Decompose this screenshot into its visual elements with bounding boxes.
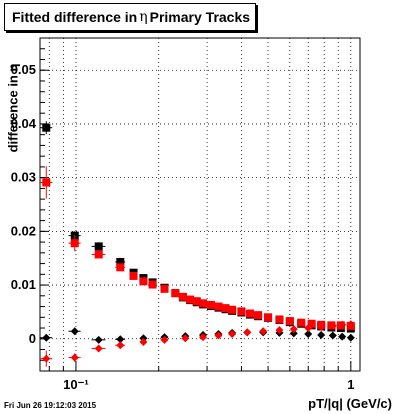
data-point-square — [94, 242, 103, 251]
data-point-diamond — [214, 331, 223, 340]
data-point-square — [214, 302, 223, 311]
title-eta-symbol: η — [139, 9, 148, 25]
data-point-diamond — [94, 335, 103, 344]
data-point-diamond — [70, 353, 79, 362]
data-point-diamond — [42, 333, 51, 342]
data-point-diamond — [116, 335, 125, 344]
data-point-diamond — [243, 328, 252, 337]
data-point-diamond — [346, 333, 355, 342]
data-point-diamond — [289, 325, 298, 334]
data-point-diamond — [139, 337, 148, 346]
data-point-square — [221, 304, 230, 313]
data-point-square — [297, 318, 306, 327]
data-point-square — [70, 239, 79, 248]
x-tick-label: 10⁻¹ — [63, 377, 89, 392]
chart-title: Fitted difference in η Primary Tracks — [4, 3, 256, 31]
title-suffix: Primary Tracks — [149, 9, 251, 25]
data-point-square — [116, 263, 125, 272]
data-point-diamond — [94, 344, 103, 353]
data-point-square — [264, 313, 273, 322]
data-point-square — [42, 123, 51, 132]
y-tick-label: 0.02 — [11, 223, 36, 238]
data-point-square — [186, 295, 195, 304]
y-tick-label: 0 — [29, 331, 36, 346]
data-point-diamond — [328, 321, 337, 330]
data-point-square — [246, 309, 255, 318]
y-tick-label: 0.03 — [11, 170, 36, 185]
data-point-diamond — [42, 354, 51, 363]
data-point-diamond — [328, 331, 337, 340]
data-point-square — [192, 297, 201, 306]
data-point-square — [199, 299, 208, 308]
data-point-diamond — [228, 329, 237, 338]
data-point-square — [160, 284, 169, 293]
data-point-square — [237, 307, 246, 316]
data-point-diamond — [199, 333, 208, 342]
data-point-diamond — [70, 327, 79, 336]
data-point-diamond — [304, 324, 313, 333]
data-point-square — [307, 319, 316, 328]
y-axis-label: difference in η — [5, 63, 21, 153]
data-point-square — [139, 277, 148, 286]
axis-ticks: 10⁻¹ 1 0 0.01 0.02 0.03 0.04 0.05 — [11, 37, 354, 392]
data-point-diamond — [317, 322, 326, 331]
grid — [40, 38, 360, 371]
data-point-diamond — [116, 341, 125, 350]
data-point-square — [129, 271, 138, 280]
data-point-diamond — [181, 334, 190, 343]
data-point-diamond — [304, 329, 313, 338]
data-point-square — [285, 317, 294, 326]
data-point-square — [275, 315, 284, 324]
data-point-diamond — [289, 329, 298, 338]
y-tick-label: 0.01 — [11, 277, 36, 292]
data-point-diamond — [338, 332, 347, 341]
data-marks — [40, 121, 355, 367]
x-tick-label: 1 — [347, 377, 354, 392]
data-point-diamond — [275, 326, 284, 335]
data-point-diamond — [346, 320, 355, 329]
data-point-square — [207, 300, 216, 309]
y-tick-label: 0.05 — [11, 62, 36, 77]
data-point-diamond — [338, 320, 347, 329]
data-point-square — [116, 257, 125, 266]
data-point-diamond — [317, 331, 326, 340]
data-point-square — [171, 289, 180, 298]
data-point-diamond — [259, 327, 268, 336]
x-axis-label: pT/|q| (GeV/c) — [308, 396, 392, 411]
plot-frame — [39, 37, 361, 372]
timestamp-footer: Fri Jun 26 19:12:03 2015 — [4, 401, 97, 410]
data-point-square — [178, 292, 187, 301]
data-point-square — [254, 311, 263, 320]
data-point-square — [148, 280, 157, 289]
y-tick-label: 0.04 — [11, 116, 37, 131]
data-point-square — [94, 250, 103, 259]
title-prefix: Fitted difference in — [12, 9, 138, 25]
data-point-diamond — [160, 335, 169, 344]
data-point-square — [42, 178, 51, 187]
data-point-square — [228, 305, 237, 314]
